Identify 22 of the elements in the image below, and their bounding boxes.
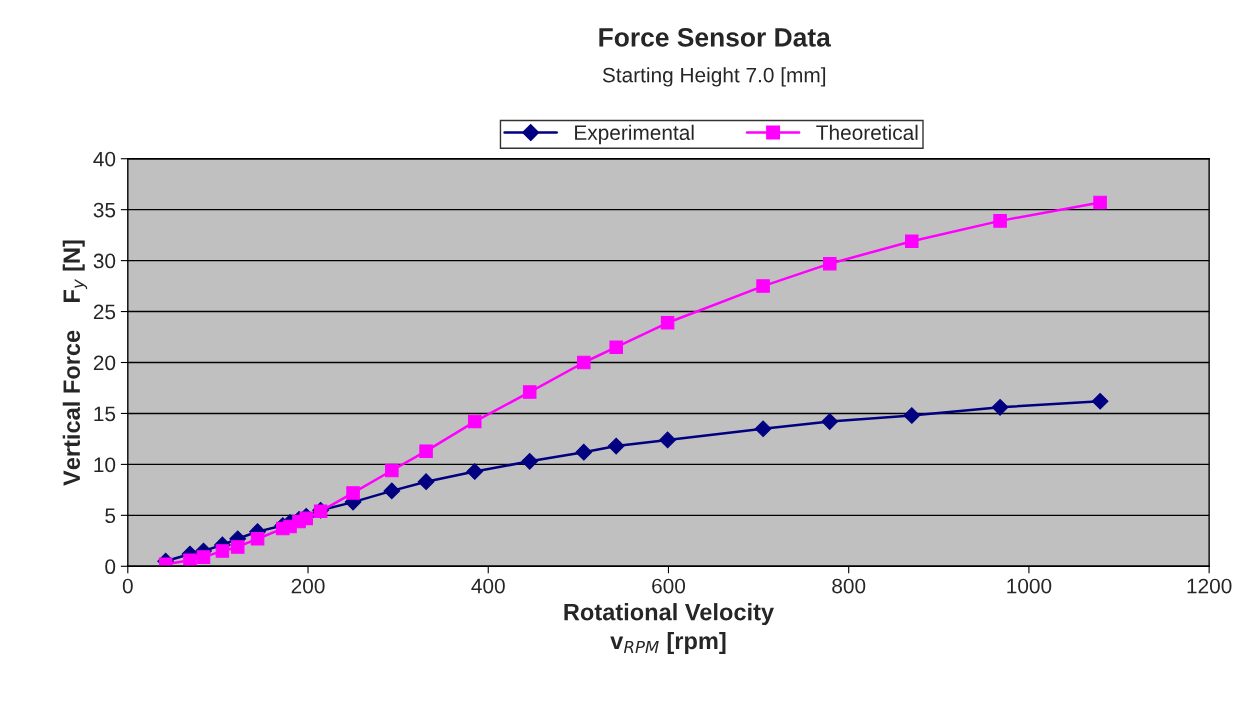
y-tick-label: 15 bbox=[94, 406, 116, 422]
y-tick-label: 5 bbox=[105, 508, 116, 524]
x-tick-label: 1000 bbox=[1007, 578, 1052, 594]
legend-label: Experimental bbox=[575, 124, 694, 145]
x-tick-label: 400 bbox=[471, 578, 505, 594]
x-tick-label: 0 bbox=[122, 578, 133, 594]
legend-label: Theoretical bbox=[816, 124, 918, 141]
x-tick-label: 600 bbox=[652, 578, 686, 594]
y-tick-label: 25 bbox=[93, 304, 116, 320]
chart-subtitle: Starting Height 7.0 [mm] bbox=[602, 67, 826, 87]
y-tick-label: 40 bbox=[93, 151, 116, 167]
y-tick-label: 0 bbox=[105, 559, 116, 575]
x-tick-label: 1200 bbox=[1187, 578, 1232, 594]
x-axis-title: Rotational Velocity v$_{RPM}$ [rpm] bbox=[564, 603, 774, 654]
y-axis-title: Vertical Force F$_{y}$ [N] bbox=[62, 240, 88, 486]
x-tick-label: 800 bbox=[832, 578, 866, 594]
y-tick-label: 20 bbox=[93, 355, 116, 371]
y-tick-label: 35 bbox=[93, 202, 116, 218]
y-tick-label: 30 bbox=[93, 253, 116, 269]
y-tick-label: 10 bbox=[94, 457, 116, 473]
x-tick-label: 200 bbox=[291, 578, 325, 594]
chart-title: Force Sensor Data bbox=[599, 28, 831, 47]
